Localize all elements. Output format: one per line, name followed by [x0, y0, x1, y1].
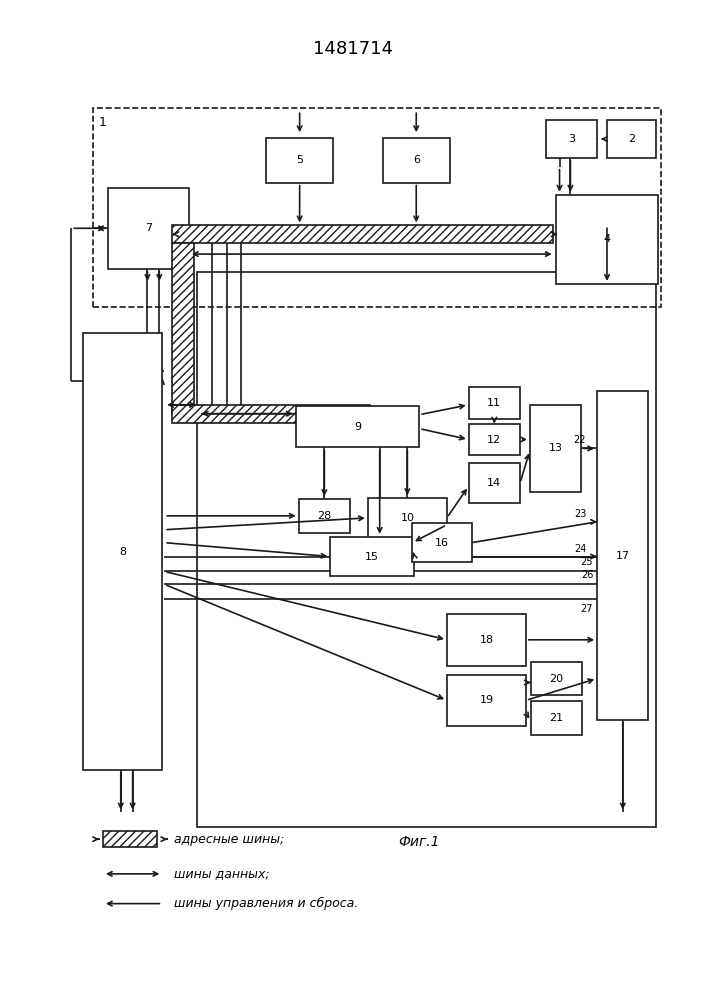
Text: адресные шины;: адресные шины; [174, 833, 284, 846]
Text: 1481714: 1481714 [313, 40, 393, 58]
Bar [266, 138, 333, 183]
Text: Фиг.1: Фиг.1 [399, 835, 440, 849]
Bar [469, 463, 520, 503]
Text: 21: 21 [549, 713, 563, 723]
Text: 10: 10 [400, 513, 414, 523]
Bar [447, 614, 526, 666]
Bar [173, 225, 553, 243]
Text: 14: 14 [487, 478, 501, 488]
Bar [531, 662, 583, 695]
Text: шины управления и сброса.: шины управления и сброса. [174, 897, 358, 910]
Bar [298, 499, 350, 533]
Bar [530, 405, 581, 492]
Bar [173, 243, 194, 413]
Bar [469, 424, 520, 455]
Text: 13: 13 [549, 443, 563, 453]
Bar [197, 272, 656, 827]
Bar [597, 391, 648, 720]
Bar [531, 701, 583, 735]
Text: 9: 9 [354, 422, 361, 432]
Text: 1: 1 [99, 116, 107, 129]
Bar [330, 537, 414, 576]
Bar [368, 498, 447, 538]
Text: 18: 18 [479, 635, 493, 645]
Text: 12: 12 [487, 435, 501, 445]
Text: 20: 20 [549, 674, 563, 684]
Text: 22: 22 [573, 435, 586, 445]
Text: шины данных;: шины данных; [174, 867, 270, 880]
Text: 27: 27 [580, 604, 593, 614]
Text: 6: 6 [413, 155, 420, 165]
Bar [173, 405, 370, 423]
Bar [296, 406, 419, 447]
Text: 26: 26 [580, 570, 593, 580]
Text: 5: 5 [296, 155, 303, 165]
Text: 2: 2 [628, 134, 636, 144]
Text: 15: 15 [366, 552, 379, 562]
Text: 28: 28 [317, 511, 332, 521]
Text: 24: 24 [574, 544, 586, 554]
Bar [469, 387, 520, 419]
Text: 17: 17 [616, 551, 630, 561]
Bar [83, 333, 163, 770]
Text: 25: 25 [580, 557, 593, 567]
Text: 4: 4 [603, 234, 611, 244]
Text: 8: 8 [119, 547, 127, 557]
Bar [447, 675, 526, 726]
Text: 16: 16 [435, 538, 449, 548]
Bar [412, 523, 472, 562]
Bar [556, 195, 658, 284]
Bar [93, 108, 661, 307]
Bar [108, 188, 189, 269]
Bar [607, 120, 656, 158]
Bar [103, 831, 158, 847]
Text: 11: 11 [487, 398, 501, 408]
Text: 7: 7 [145, 223, 152, 233]
Text: 23: 23 [574, 509, 586, 519]
Bar [382, 138, 450, 183]
Bar [546, 120, 597, 158]
Text: 19: 19 [479, 695, 493, 705]
Text: 3: 3 [568, 134, 575, 144]
